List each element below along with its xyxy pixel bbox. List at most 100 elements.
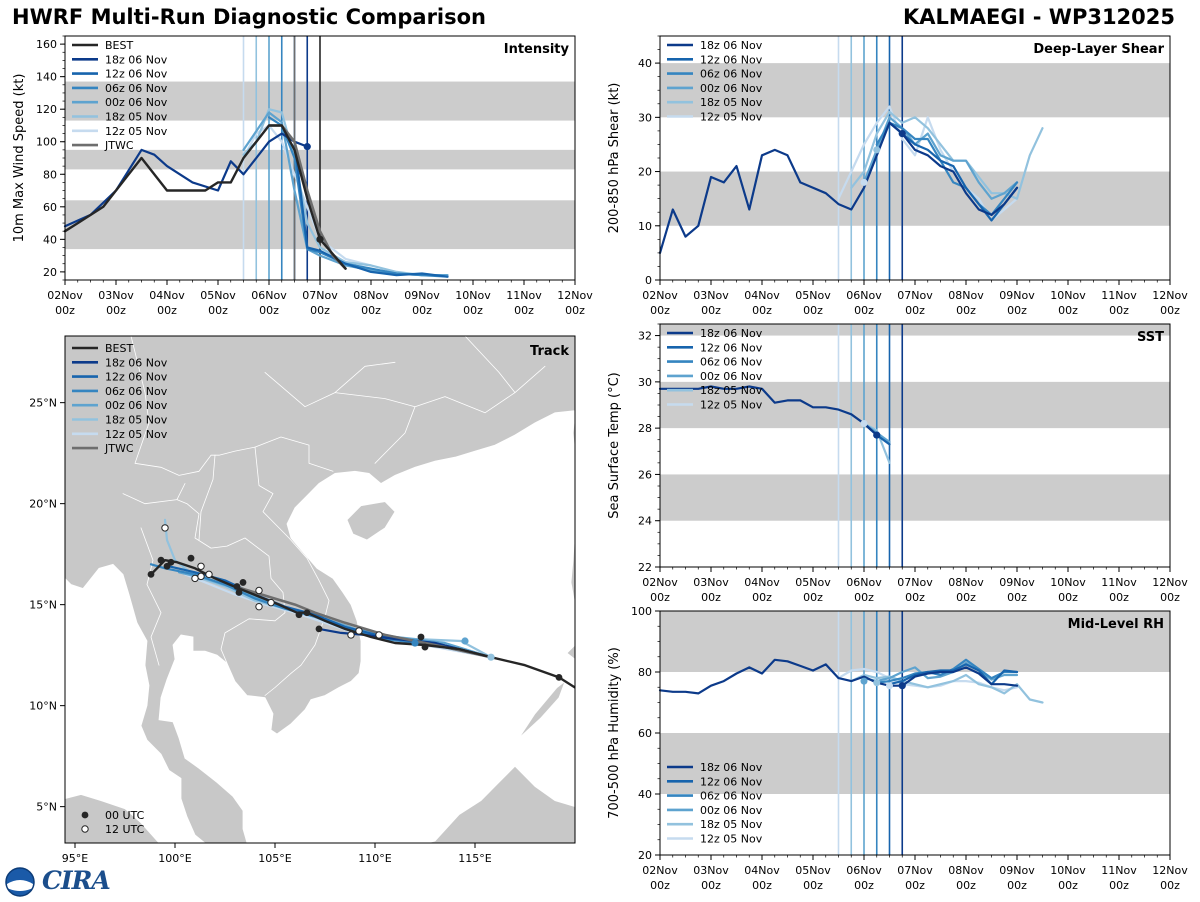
track-point-12utc — [347, 631, 355, 639]
map-x-tick-label: 105°E — [258, 852, 291, 865]
admin-boundary — [334, 392, 516, 414]
x-tick-label: 03Nov — [98, 289, 134, 302]
x-tick-label: 02Nov — [642, 576, 678, 589]
track-point-00utc — [417, 633, 425, 641]
land-mainland-asia — [65, 336, 575, 843]
x-tick-label: 07Nov — [897, 289, 933, 302]
y-tick-label: 60 — [638, 727, 652, 740]
category-band — [660, 381, 1170, 429]
legend-marker-open — [81, 825, 89, 833]
x-tick-label: 12Nov — [1152, 289, 1188, 302]
x-tick-label-hour: 00z — [565, 304, 585, 317]
map-frame — [64, 335, 576, 844]
x-tick-label: 12Nov — [557, 289, 593, 302]
series-12z-06-nov — [888, 121, 1019, 222]
category-band — [660, 171, 1170, 226]
admin-boundary — [264, 361, 396, 408]
x-tick-label: 02Nov — [47, 289, 83, 302]
latest-marker — [303, 143, 311, 151]
track-06z-06-nov — [149, 563, 493, 659]
map-x-tick-label: 100°E — [158, 852, 191, 865]
series-18z-06-nov — [658, 121, 1019, 254]
best-marker — [316, 235, 324, 243]
y-tick-label: 30 — [638, 376, 652, 389]
track-point-12utc — [205, 570, 213, 579]
track-point — [461, 637, 469, 645]
legend-label: 18z 05 Nov — [105, 414, 168, 427]
legend-label: BEST — [105, 39, 133, 52]
data-marker — [860, 677, 868, 685]
y-tick-label: 32 — [638, 330, 652, 343]
x-tick-label-hour: 00z — [412, 304, 432, 317]
y-axis-label: 200-850 hPa Shear (kt) — [607, 83, 622, 234]
y-tick-label: 100 — [631, 605, 652, 618]
x-tick-label-hour: 00z — [905, 879, 925, 892]
x-tick-label-hour: 00z — [803, 879, 823, 892]
legend-label: 06z 06 Nov — [105, 385, 168, 398]
admin-boundary — [464, 336, 546, 394]
legend-label: 18z 06 Nov — [700, 761, 763, 774]
x-tick-label: 09Nov — [999, 576, 1035, 589]
track-point-12utc — [255, 586, 263, 595]
track-point-00utc — [421, 643, 429, 651]
legend-marker-filled — [81, 811, 89, 819]
x-tick-label: 03Nov — [693, 576, 729, 589]
admin-boundary — [198, 454, 216, 541]
x-tick-label: 12Nov — [1152, 864, 1188, 877]
x-tick-label: 11Nov — [1101, 864, 1137, 877]
x-tick-label: 07Nov — [897, 576, 933, 589]
x-tick-label-hour: 00z — [854, 304, 874, 317]
admin-boundary — [374, 406, 416, 464]
map-x-tick-label: 115°E — [458, 852, 491, 865]
x-tick-label-hour: 00z — [1160, 879, 1180, 892]
series-18z-06-nov — [658, 385, 878, 437]
y-tick-label: 40 — [638, 788, 652, 801]
y-tick-label: 28 — [638, 422, 652, 435]
y-tick-label: 22 — [638, 561, 652, 574]
x-tick-label: 11Nov — [506, 289, 542, 302]
series-00z-06-nov — [862, 116, 1019, 200]
panel-title: Intensity — [504, 42, 570, 57]
panel-shear: 0 10 20 30 40 02Nov 00z 03Nov 00z 04Nov 00z 05Nov 00… — [607, 35, 1188, 317]
series-12z-06-nov — [888, 663, 1019, 686]
panel-rh: 20 40 60 80 100 02Nov 00z 03Nov 00z 04Nov 00z 05Nov… — [607, 605, 1188, 892]
x-tick-label: 10Nov — [1050, 289, 1086, 302]
x-tick-label: 09Nov — [404, 289, 440, 302]
panel-title: Track — [530, 344, 569, 359]
x-tick-label: 03Nov — [693, 289, 729, 302]
land-luzon — [570, 529, 575, 605]
admin-boundary — [140, 527, 162, 666]
legend-label: 12z 05 Nov — [700, 833, 763, 846]
x-tick-label-hour: 00z — [752, 304, 772, 317]
x-tick-label-hour: 00z — [803, 591, 823, 604]
x-tick-label: 08Nov — [948, 289, 984, 302]
track-point-00utc — [555, 673, 563, 681]
legend-label: 06z 06 Nov — [700, 356, 763, 369]
legend-label: 00z 06 Nov — [105, 96, 168, 109]
y-tick-label: 10 — [638, 220, 652, 233]
map-content — [65, 336, 575, 843]
category-band — [660, 324, 1170, 336]
admin-boundary — [176, 499, 286, 664]
x-tick-label-hour: 00z — [1058, 879, 1078, 892]
category-band — [660, 733, 1170, 794]
legend-label: JTWC — [104, 139, 134, 152]
y-tick-label: 24 — [638, 515, 652, 528]
legend-label: 12z 06 Nov — [105, 68, 168, 81]
x-tick-label-hour: 00z — [1109, 879, 1129, 892]
x-tick-label-hour: 00z — [1007, 879, 1027, 892]
storm-id: KALMAEGI - WP312025 — [902, 5, 1175, 29]
track-point-12utc — [197, 562, 205, 570]
x-tick-label-hour: 00z — [803, 304, 823, 317]
x-tick-label: 08Nov — [353, 289, 389, 302]
legend-label: 12z 06 Nov — [700, 341, 763, 354]
x-tick-label: 07Nov — [897, 864, 933, 877]
cira-logo: CIRA — [4, 866, 114, 898]
map-x-tick-label: 95°E — [62, 852, 88, 865]
x-tick-label: 10Nov — [455, 289, 491, 302]
y-tick-label: 20 — [638, 166, 652, 179]
legend-label: 00z 06 Nov — [700, 82, 763, 95]
data-marker — [860, 420, 868, 428]
series-00z-06-nov — [242, 111, 449, 277]
x-tick-label: 05Nov — [795, 576, 831, 589]
